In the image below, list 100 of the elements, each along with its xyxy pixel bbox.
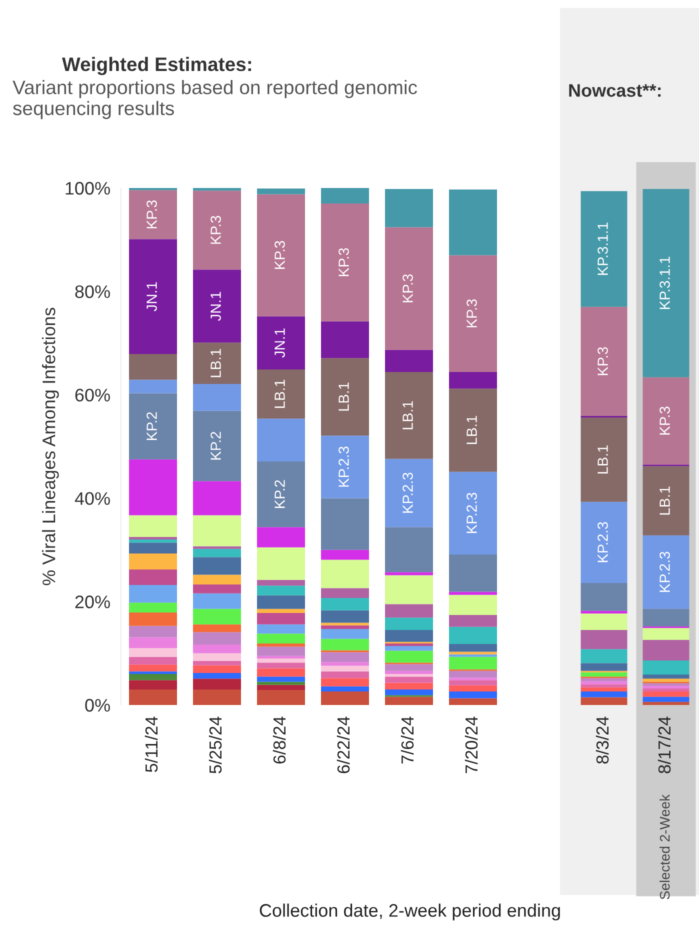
- bar: [449, 594, 497, 616]
- bar: [129, 648, 177, 657]
- data-label: KP.3: [338, 248, 349, 276]
- bar: [129, 656, 177, 665]
- bar: [129, 602, 177, 612]
- bar: [385, 630, 433, 642]
- bar: [580, 692, 628, 698]
- band-label: Selected 2-Week: [660, 794, 670, 900]
- bar: [129, 664, 177, 672]
- bar: [385, 189, 433, 228]
- bar: [321, 666, 369, 672]
- data-label: LB.1: [274, 380, 285, 408]
- bar: [580, 649, 628, 664]
- bar: [449, 670, 497, 678]
- bar: [385, 650, 433, 663]
- data-label: KP.3: [402, 274, 413, 302]
- bar: [449, 644, 497, 652]
- bar: [385, 350, 433, 372]
- bar: [321, 560, 369, 588]
- bar: [385, 572, 433, 576]
- bar: [642, 660, 690, 674]
- bar: [129, 671, 177, 674]
- data-label: LB.1: [466, 416, 477, 444]
- x-tick-label: 8/17/24: [658, 716, 671, 774]
- bar: [449, 692, 497, 698]
- bar: [449, 656, 497, 670]
- bar: [642, 466, 690, 536]
- bar: [193, 548, 241, 558]
- bar: [193, 384, 241, 411]
- bar: [129, 540, 177, 543]
- x-tick-label: 5/25/24: [208, 716, 222, 774]
- bar: [321, 588, 369, 598]
- bar: [257, 547, 305, 580]
- bar: [321, 622, 369, 626]
- bar: [129, 680, 177, 690]
- bar: [257, 624, 305, 634]
- bar: [257, 595, 305, 609]
- bar: [321, 652, 369, 662]
- bar: [257, 662, 305, 668]
- bar: [129, 542, 177, 554]
- bar: [129, 626, 177, 638]
- bar: [129, 354, 177, 380]
- bar: [321, 436, 369, 498]
- bar: [193, 624, 241, 632]
- bar: [193, 410, 241, 482]
- data-label: KP.2: [146, 412, 157, 440]
- bar: [257, 461, 305, 528]
- data-label: KP.3: [660, 406, 670, 435]
- data-label: KP.3: [274, 240, 285, 269]
- bar: [385, 458, 433, 528]
- bar: [257, 608, 305, 613]
- bar: [257, 690, 305, 705]
- y-tick-label: 20%: [75, 596, 110, 608]
- bar: [257, 684, 305, 690]
- bar: [580, 582, 628, 611]
- bar: [193, 190, 241, 270]
- bar: [385, 646, 433, 651]
- bar: [321, 550, 369, 560]
- bar: [129, 536, 177, 540]
- bar: [257, 676, 305, 682]
- bar: [257, 646, 305, 656]
- chart-title: Nowcast**:: [569, 84, 661, 97]
- bar: [449, 255, 497, 372]
- bar: [321, 629, 369, 639]
- bar: [257, 188, 305, 194]
- data-label: LB.1: [338, 382, 349, 411]
- bar: [385, 618, 433, 630]
- y-axis-title: % Viral Lineages Among Infections: [42, 308, 59, 586]
- data-label: KP.3: [210, 216, 221, 244]
- data-label: LB.1: [210, 348, 221, 378]
- bar: [449, 190, 497, 256]
- bar: [642, 683, 690, 686]
- data-label: LB.1: [660, 486, 670, 515]
- bar: [257, 656, 305, 658]
- data-label: KP.2.3: [598, 522, 608, 562]
- bar: [257, 643, 305, 647]
- bar: [321, 638, 369, 650]
- data-label: JN.1: [274, 328, 285, 358]
- x-tick-label: 7/20/24: [464, 716, 478, 774]
- bar: [449, 372, 497, 389]
- bar: [385, 227, 433, 350]
- bar: [257, 527, 305, 548]
- bar: [193, 546, 241, 549]
- bar: [193, 515, 241, 546]
- bar: [385, 643, 433, 646]
- bar: [580, 697, 628, 705]
- bar: [129, 637, 177, 648]
- bar: [642, 628, 690, 640]
- bar: [129, 459, 177, 516]
- bar: [449, 680, 497, 686]
- bar: [580, 613, 628, 630]
- bar: [129, 554, 177, 570]
- chart-title: Weighted Estimates:: [62, 56, 252, 76]
- x-tick-label: 6/22/24: [336, 716, 350, 774]
- bar: [257, 418, 305, 462]
- bar: [449, 652, 497, 654]
- bar: [193, 672, 241, 679]
- bar: [257, 369, 305, 419]
- bar: [580, 306, 628, 416]
- bar: [321, 671, 369, 678]
